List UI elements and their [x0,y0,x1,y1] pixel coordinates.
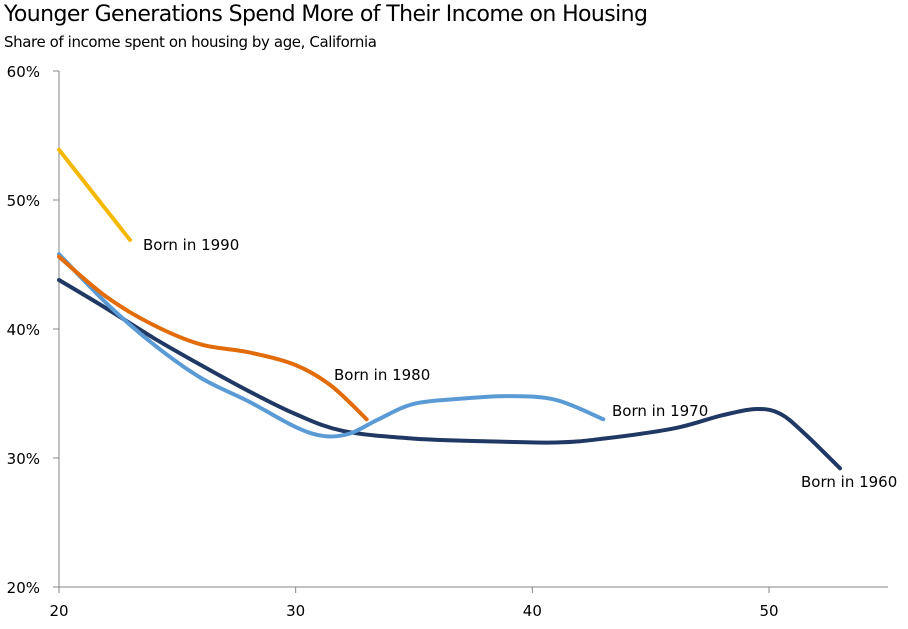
series-label-born-in-1990: Born in 1990 [143,236,239,254]
chart-title: Younger Generations Spend More of Their … [4,2,648,27]
x-tick-label: 30 [286,602,305,620]
series-line-born-in-1990 [57,147,132,242]
x-tick-label: 20 [49,602,68,620]
series-lines [57,147,842,471]
chart-subtitle: Share of income spent on housing by age,… [4,33,377,51]
y-tick-label: 50% [7,192,40,210]
y-tick-label: 60% [7,63,40,81]
axes: 20% 30% 40% 50% 60% 20 30 40 50 [7,63,888,620]
series-label-born-in-1960: Born in 1960 [801,473,897,491]
series-label-born-in-1970: Born in 1970 [612,402,708,420]
series-line-born-in-1970 [57,252,606,439]
y-tick-label: 20% [7,579,40,597]
series-line-born-in-1980 [57,254,369,422]
series-labels: Born in 1990 Born in 1980 Born in 1970 Born… [143,236,897,491]
x-tick-label: 50 [759,602,778,620]
x-tick-label: 40 [523,602,542,620]
y-tick-label: 30% [7,450,40,468]
y-tick-label: 40% [7,321,40,339]
series-label-born-in-1980: Born in 1980 [334,366,430,384]
series-line-born-in-1960 [57,277,842,471]
